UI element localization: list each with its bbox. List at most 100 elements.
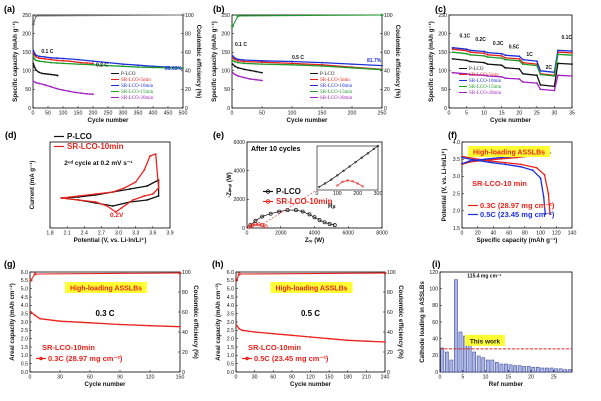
panel-b: (b)0 50 100 150 200 2500501001502002500204060… <box>211 4 401 124</box>
y2-tick-label: 40 <box>185 69 191 75</box>
data-point <box>234 57 236 60</box>
y2-tick-label: 0 <box>387 370 390 376</box>
data-point <box>290 334 293 337</box>
inset-tick-label: 300 <box>374 191 383 197</box>
legend-entry: SR-LCO-10min <box>469 79 502 84</box>
y-tick-label: 50 <box>25 87 31 93</box>
data-point <box>234 60 236 63</box>
data-point <box>518 57 521 60</box>
inset-point <box>372 147 376 151</box>
panel-a: (a)0 50 100 150 200 250 300 350 400 450 5000501001… <box>4 4 202 124</box>
x-tick-label: 100 <box>59 111 68 117</box>
data-point <box>74 91 76 94</box>
ce-point <box>181 13 185 17</box>
y-tick-label: 80 <box>432 303 438 309</box>
data-point <box>30 311 32 313</box>
data-point <box>92 60 94 63</box>
data-point <box>293 208 298 213</box>
x-axis-label: Specific capacity (mAh g⁻¹) <box>477 237 558 244</box>
y-tick-label: 3.0 <box>21 320 28 326</box>
data-point <box>468 160 471 162</box>
data-point <box>461 162 463 165</box>
data-point <box>35 54 37 57</box>
data-point <box>157 195 160 197</box>
annotation: 0.5 C <box>292 55 304 61</box>
data-point <box>518 68 521 70</box>
series-line <box>61 179 160 207</box>
x-tick-label: 60 <box>87 375 93 381</box>
x-tick-label: 0 <box>32 111 35 117</box>
data-point <box>542 196 545 198</box>
data-point <box>146 185 149 187</box>
data-point <box>32 62 35 65</box>
data-point <box>92 93 94 96</box>
annotation: 0.5C <box>509 44 520 50</box>
series-line <box>452 47 573 73</box>
annotation: 115.4 mg cm⁻² <box>467 274 501 280</box>
legend-entry: P-LCO <box>67 132 92 141</box>
series-line <box>452 58 573 88</box>
data-point <box>238 327 241 330</box>
data-point <box>518 55 521 58</box>
data-point <box>261 63 263 66</box>
y-tick-label: 3.5 <box>21 311 28 317</box>
y-tick-label: 100 <box>438 69 447 75</box>
bar <box>499 363 504 373</box>
bar <box>440 347 445 373</box>
data-point <box>250 223 255 228</box>
data-point <box>154 153 157 155</box>
y-tick-label: 200 <box>221 31 230 37</box>
y-tick-label: 4.5 <box>21 295 28 301</box>
x-tick-label: 2000 <box>275 231 287 237</box>
y-tick-label: 3.0 <box>453 174 460 180</box>
data-point <box>328 337 331 340</box>
y-tick-label: 4.0 <box>21 303 28 309</box>
data-point <box>277 209 282 214</box>
x-axis-label: Potential (V, vs. Li-In/Li⁺) <box>74 237 147 244</box>
data-point <box>571 50 573 52</box>
data-point <box>137 66 139 68</box>
this-work-badge <box>465 334 505 346</box>
y-tick-label: 100 <box>22 69 31 75</box>
x-tick-label: 240 <box>381 375 390 381</box>
y2-tick-label: 100 <box>185 13 194 19</box>
data-point <box>520 165 522 168</box>
y-tick-label: 50 <box>224 87 230 93</box>
y2-axis-label: Coulombic efficiency (%) <box>394 25 401 99</box>
data-point <box>571 63 573 66</box>
y-tick-label: 5.0 <box>21 286 28 292</box>
data-point <box>351 63 353 66</box>
y2-axis-label: Coulombic efficiency (%) <box>195 25 202 99</box>
data-point <box>518 59 521 62</box>
data-point <box>518 78 521 80</box>
data-point <box>38 60 40 63</box>
data-point <box>167 66 169 69</box>
data-point <box>557 53 559 56</box>
panel-f: (f) 0 20 40 60 80 100 120 140 1.5 2.0 2.5 3.0 3.5 4.0 S… <box>441 130 576 244</box>
data-point <box>77 195 80 197</box>
x-tick-label: 40 <box>491 231 497 237</box>
series-line <box>452 51 573 77</box>
annotation: 0.2 C <box>96 62 108 68</box>
series-line <box>32 55 184 69</box>
x-tick-label: 0 <box>461 231 464 237</box>
legend-marker <box>39 356 43 361</box>
y2-tick-label: 60 <box>182 310 188 316</box>
y-tick-label: 0 <box>227 106 230 112</box>
ce-point <box>33 272 37 276</box>
data-point <box>451 46 454 49</box>
x-tick-label: 80 <box>522 231 528 237</box>
data-point <box>504 58 507 61</box>
inset-point <box>351 179 354 183</box>
y-tick-label: 5.5 <box>227 278 234 284</box>
data-point <box>516 156 518 159</box>
annotation: 86.63% <box>165 66 183 72</box>
legend-entry: P-LCO <box>276 187 301 196</box>
x-axis-label: Cycle number <box>290 381 332 388</box>
data-point <box>557 74 559 77</box>
data-point <box>243 59 245 61</box>
data-point <box>483 61 486 64</box>
ce-point <box>231 24 235 28</box>
data-point <box>469 53 471 56</box>
data-point <box>365 340 368 343</box>
